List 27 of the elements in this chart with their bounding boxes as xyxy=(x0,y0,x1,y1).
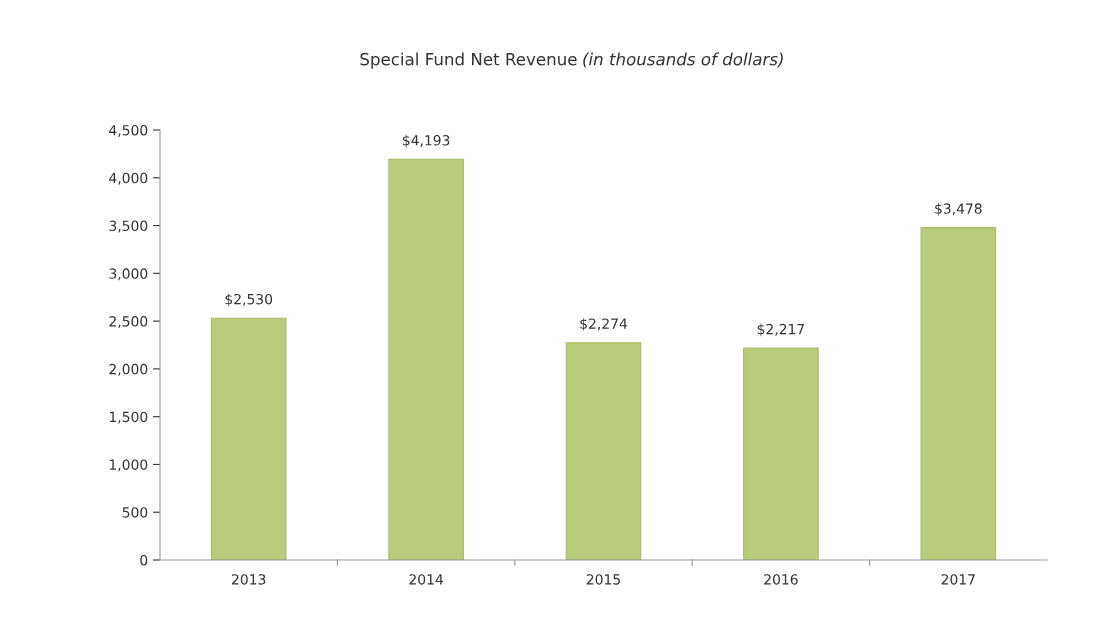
bar xyxy=(388,158,464,560)
y-tick-label: 0 xyxy=(140,554,148,566)
x-tick-label: 2013 xyxy=(232,574,266,585)
y-tick-label: 500 xyxy=(122,507,148,518)
y-tick-label: 3,000 xyxy=(109,268,148,281)
y-tick-label: 3,500 xyxy=(109,220,148,233)
data-label: $2,530 xyxy=(225,293,273,307)
x-tick-label: 2015 xyxy=(586,574,620,585)
y-tick-label: 4,000 xyxy=(109,172,148,185)
x-tick-label: 2016 xyxy=(764,574,798,585)
data-label: $4,193 xyxy=(402,134,450,148)
chart-title: Special Fund Net Revenue xyxy=(360,52,577,69)
bar xyxy=(743,347,819,560)
x-tick-label: 2014 xyxy=(409,574,443,585)
y-tick-label: 1,000 xyxy=(109,459,148,472)
data-label: $2,274 xyxy=(580,318,628,331)
x-tick-label: 2017 xyxy=(941,574,975,585)
bar xyxy=(210,317,287,560)
y-tick-label: 2,500 xyxy=(109,316,148,328)
y-tick-label: 4,500 xyxy=(109,124,148,137)
bar xyxy=(920,227,997,560)
bar xyxy=(565,342,642,560)
y-tick-label: 2,000 xyxy=(109,363,148,376)
chart-subtitle: (in thousands of dollars) xyxy=(583,52,783,68)
y-tick-label: 1,500 xyxy=(109,411,148,424)
data-label: $3,478 xyxy=(935,203,982,216)
data-label: $2,217 xyxy=(757,323,805,337)
